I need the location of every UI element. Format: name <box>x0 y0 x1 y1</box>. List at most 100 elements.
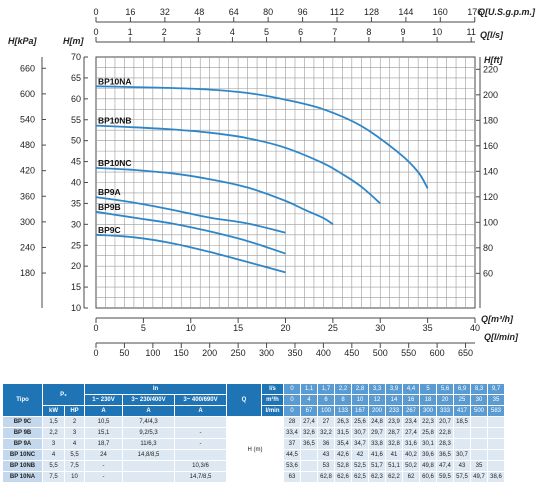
head-value-cell: 41 <box>385 449 403 461</box>
table-row: BP 10NA 7,5 10-14,7/8,5 63 62,8 62,6 62,5 62,3 6… <box>2 471 522 483</box>
current-3ph-400-cell <box>174 449 227 461</box>
x-axis-bottom-lmin-title: Q[l/min] <box>484 332 519 342</box>
head-value-cell <box>470 449 488 461</box>
head-value-cell: 30,1 <box>419 438 437 450</box>
header-m3h-value: 20 <box>436 394 454 406</box>
x-axis-bottom-lmin-tick-label: 50 <box>119 348 129 358</box>
head-value-cell: 32,2 <box>317 427 335 439</box>
head-value-cell: 62,8 <box>317 471 335 483</box>
header-m3h-value: 10 <box>351 394 369 406</box>
x-axis-bottom-lmin-tick-label: 150 <box>174 348 189 358</box>
head-value-cell <box>470 438 488 450</box>
y-axis-m-tick-label: 30 <box>71 219 81 229</box>
x-axis-top-gpm-tick-label: 0 <box>93 7 98 17</box>
current-3ph-230-cell: 7,4/4,3 <box>122 416 175 428</box>
head-value-cell: 23,9 <box>385 416 403 428</box>
y-axis-kpa-tick-label: 180 <box>20 268 35 278</box>
current-3ph-400-cell: 14,7/8,5 <box>174 471 227 483</box>
y-axis-kpa-tick-label: 240 <box>20 242 35 252</box>
x-axis-top-ls-tick-label: 0 <box>93 27 98 37</box>
head-value-cell: 30,7 <box>453 449 471 461</box>
header-lmin-value: 200 <box>368 405 386 417</box>
head-value-cell: 57,5 <box>453 471 471 483</box>
head-value-cell: 50,2 <box>402 460 420 472</box>
x-axis-top-gpm-tick-label: 96 <box>298 7 308 17</box>
y-axis-m-tick-label: 50 <box>71 136 81 146</box>
head-value-cell: 36,5 <box>300 438 318 450</box>
head-value-cell: 30,7 <box>351 427 369 439</box>
y-axis-kpa-tick-label: 300 <box>20 217 35 227</box>
current-3ph-400-cell: - <box>174 438 227 450</box>
table-row: BP 9C 1,5 2 10,5 7,4/4,3 H (m) 28 27,4 27 26,3 25,… <box>2 416 522 483</box>
kw-cell: 4 <box>42 449 65 461</box>
curve-label-bp9a: BP9A <box>98 187 121 197</box>
x-axis-bottom-lmin-tick-label: 100 <box>145 348 160 358</box>
head-value-cell: 62,2 <box>385 471 403 483</box>
head-value-cell: 60,6 <box>419 471 437 483</box>
y-axis-kpa-tick-label: 540 <box>20 114 35 124</box>
header-tipo: Tipo <box>2 383 43 417</box>
x-axis-top-gpm-tick-label: 112 <box>330 7 344 17</box>
x-axis-top-gpm-tick-label: 16 <box>125 7 135 17</box>
x-axis-top-ls-tick-label: 8 <box>366 27 371 37</box>
head-value-cell: 26,3 <box>334 416 352 428</box>
head-value-cell: 51,1 <box>385 460 403 472</box>
x-axis-top-gpm-tick-label: 64 <box>229 7 239 17</box>
header-a1: A <box>84 405 123 417</box>
header-lmin-value: 583 <box>487 405 505 417</box>
current-3ph-400-cell: - <box>174 427 227 439</box>
curve-label-bp10na: BP10NA <box>98 76 132 86</box>
header-lmin-value: 100 <box>317 405 335 417</box>
kw-cell: 3 <box>42 438 65 450</box>
head-value-cell: 41,6 <box>368 449 386 461</box>
hp-cell: 10 <box>64 471 85 483</box>
head-value-cell: 20,7 <box>436 416 454 428</box>
performance-table: Tipo P₂ In Q l/s 0 1,1 1,7 2,2 2,8 3,3 3… <box>2 383 522 483</box>
head-value-cell: 34,7 <box>351 438 369 450</box>
x-axis-bottom-lmin-tick-label: 0 <box>93 348 98 358</box>
header-p2: P₂ <box>42 383 85 406</box>
x-axis-bottom-m3h-tick-label: 0 <box>93 323 98 333</box>
curve-label-bp10nb: BP10NB <box>98 116 132 126</box>
curve-bp10na <box>95 85 429 189</box>
y-axis-m-tick-label: 15 <box>71 282 81 292</box>
header-ls-value: 4,4 <box>402 383 420 395</box>
head-value-cell <box>470 427 488 439</box>
y-axis-kpa-tick-label: 360 <box>20 191 35 201</box>
head-value-cell: 49,8 <box>419 460 437 472</box>
head-value-cell: 31,5 <box>334 427 352 439</box>
x-axis-top-ls-tick-label: 4 <box>230 27 235 37</box>
model-cell: BP 10NC <box>2 449 43 461</box>
head-value-cell: 35 <box>470 460 488 472</box>
head-value-cell: 62 <box>402 471 420 483</box>
header-lmin-value: 233 <box>385 405 403 417</box>
curve-label-bp9c: BP9C <box>98 225 121 235</box>
y-axis-kpa-title: H[kPa] <box>8 36 38 46</box>
header-lmin: l/min <box>261 405 284 417</box>
model-cell: BP 9A <box>2 438 43 450</box>
x-axis-bottom-lmin-tick-label: 650 <box>458 348 473 358</box>
y-axis-ft-tick-label: 100 <box>483 217 498 227</box>
header-m3h-value: 8 <box>334 394 352 406</box>
head-value-cell: 62,5 <box>351 471 369 483</box>
header-ls-value: 9,7 <box>487 383 505 395</box>
y-axis-ft-tick-label: 140 <box>483 166 498 176</box>
y-axis-ft-tick-label: 200 <box>483 90 498 100</box>
x-axis-top-gpm-tick-label: 160 <box>433 7 448 17</box>
x-axis-top-ls-tick-label: 11 <box>467 27 476 37</box>
head-value-cell: 43 <box>453 460 471 472</box>
current-3ph-400-cell <box>174 416 227 428</box>
header-ls-value: 8,3 <box>470 383 488 395</box>
head-value-cell: 62,3 <box>368 471 386 483</box>
y-axis-m-tick-label: 20 <box>71 261 81 271</box>
y-axis-m-tick-label: 60 <box>71 94 81 104</box>
y-axis-m-tick-label: 45 <box>71 157 81 167</box>
x-axis-bottom-m3h-tick-label: 20 <box>280 323 290 333</box>
y-axis-kpa-tick-label: 420 <box>20 166 35 176</box>
head-value-cell: 32,8 <box>385 438 403 450</box>
hp-cell: 7,5 <box>64 460 85 472</box>
table-header-row-3: kW HP A A A l/min 0 67 100 133 167 200 2… <box>3 405 522 417</box>
header-m3h-value: 14 <box>385 394 403 406</box>
x-axis-top-gpm-title: Q[U.S.g.p.m.] <box>478 7 536 17</box>
